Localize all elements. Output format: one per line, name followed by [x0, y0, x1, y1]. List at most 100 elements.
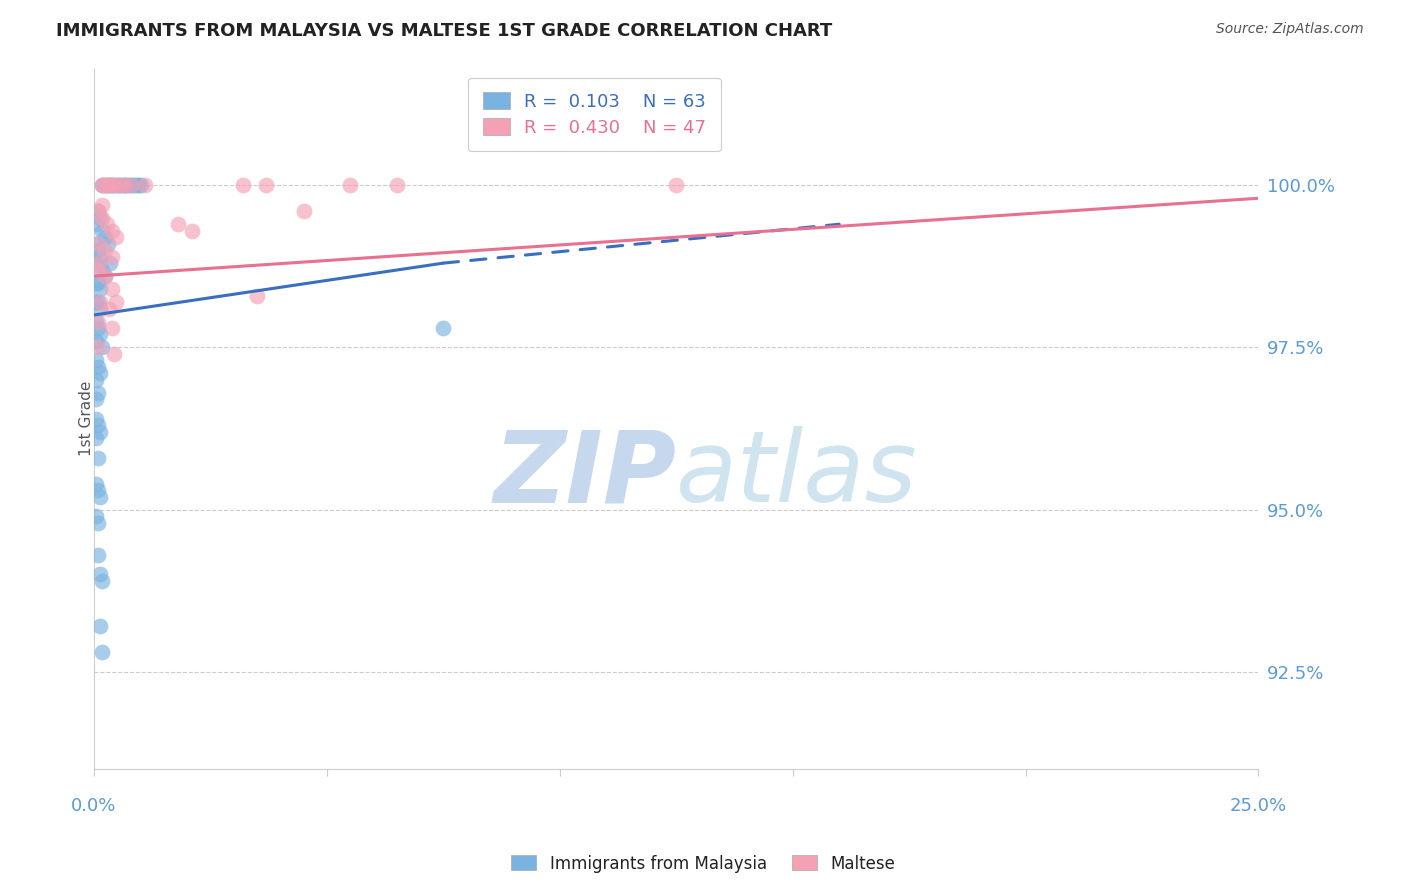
Text: atlas: atlas [676, 426, 918, 524]
Point [93, 243, 115, 257]
Point [89, 295, 111, 310]
Point [91, 262, 114, 277]
Point [100, 178, 122, 193]
Point [89, 367, 111, 381]
Text: Source: ZipAtlas.com: Source: ZipAtlas.com [1216, 22, 1364, 37]
Point [89, 211, 111, 225]
Point [232, 178, 254, 193]
Point [665, 178, 688, 193]
Point [166, 217, 188, 231]
Point [98, 256, 121, 270]
Point [84, 295, 107, 310]
Point [124, 178, 146, 193]
Point [93, 178, 115, 193]
Point [89, 250, 111, 264]
Point [84, 476, 107, 491]
Point [103, 347, 125, 361]
Point [91, 341, 114, 355]
Point [96, 178, 118, 193]
Point [89, 425, 111, 439]
Point [121, 178, 143, 193]
Point [86, 548, 108, 562]
Point [254, 178, 277, 193]
Point [131, 178, 153, 193]
Point [96, 178, 118, 193]
Point [86, 450, 108, 465]
Point [93, 178, 115, 193]
Point [89, 282, 111, 296]
Point [91, 178, 114, 193]
Point [86, 236, 108, 251]
Point [93, 269, 115, 284]
Point [84, 256, 107, 270]
Point [111, 178, 134, 193]
Point [91, 645, 114, 659]
Point [103, 178, 125, 193]
Point [86, 295, 108, 310]
Point [118, 178, 141, 193]
Point [91, 224, 114, 238]
Point [97, 236, 120, 251]
Point [107, 178, 129, 193]
Text: 25.0%: 25.0% [1230, 797, 1286, 815]
Y-axis label: 1st Grade: 1st Grade [80, 381, 94, 457]
Point [84, 509, 107, 524]
Point [89, 490, 111, 504]
Point [89, 567, 111, 582]
Point [86, 483, 108, 498]
Point [86, 243, 108, 257]
Point [86, 276, 108, 290]
Point [98, 178, 121, 193]
Point [86, 516, 108, 530]
Point [104, 178, 127, 193]
Point [114, 178, 136, 193]
Point [339, 178, 361, 193]
Point [84, 412, 107, 426]
Point [84, 334, 107, 348]
Point [91, 198, 114, 212]
Point [432, 321, 454, 335]
Text: IMMIGRANTS FROM MALAYSIA VS MALTESE 1ST GRADE CORRELATION CHART: IMMIGRANTS FROM MALAYSIA VS MALTESE 1ST … [56, 22, 832, 40]
Point [86, 359, 108, 374]
Point [91, 178, 114, 193]
Point [84, 314, 107, 328]
Point [100, 178, 122, 193]
Point [86, 385, 108, 400]
Point [100, 250, 122, 264]
Point [91, 211, 114, 225]
Point [385, 178, 408, 193]
Point [180, 224, 202, 238]
Legend: Immigrants from Malaysia, Maltese: Immigrants from Malaysia, Maltese [505, 848, 901, 880]
Point [125, 178, 148, 193]
Point [84, 276, 107, 290]
Point [84, 236, 107, 251]
Legend: R =  0.103    N = 63, R =  0.430    N = 47: R = 0.103 N = 63, R = 0.430 N = 47 [468, 78, 721, 152]
Point [96, 217, 118, 231]
Point [134, 178, 156, 193]
Point [93, 230, 115, 244]
Point [103, 178, 125, 193]
Point [86, 256, 108, 270]
Point [84, 392, 107, 407]
Point [110, 178, 132, 193]
Point [108, 178, 131, 193]
Point [93, 269, 115, 284]
Point [89, 327, 111, 342]
Point [98, 301, 121, 316]
Point [128, 178, 150, 193]
Point [112, 178, 135, 193]
Point [91, 574, 114, 588]
Point [86, 418, 108, 433]
Text: ZIP: ZIP [494, 426, 676, 524]
Point [246, 288, 269, 302]
Point [100, 321, 122, 335]
Point [84, 373, 107, 387]
Point [292, 204, 315, 219]
Point [86, 321, 108, 335]
Point [97, 178, 120, 193]
Point [117, 178, 139, 193]
Point [89, 301, 111, 316]
Point [105, 295, 128, 310]
Point [86, 204, 108, 219]
Point [84, 353, 107, 368]
